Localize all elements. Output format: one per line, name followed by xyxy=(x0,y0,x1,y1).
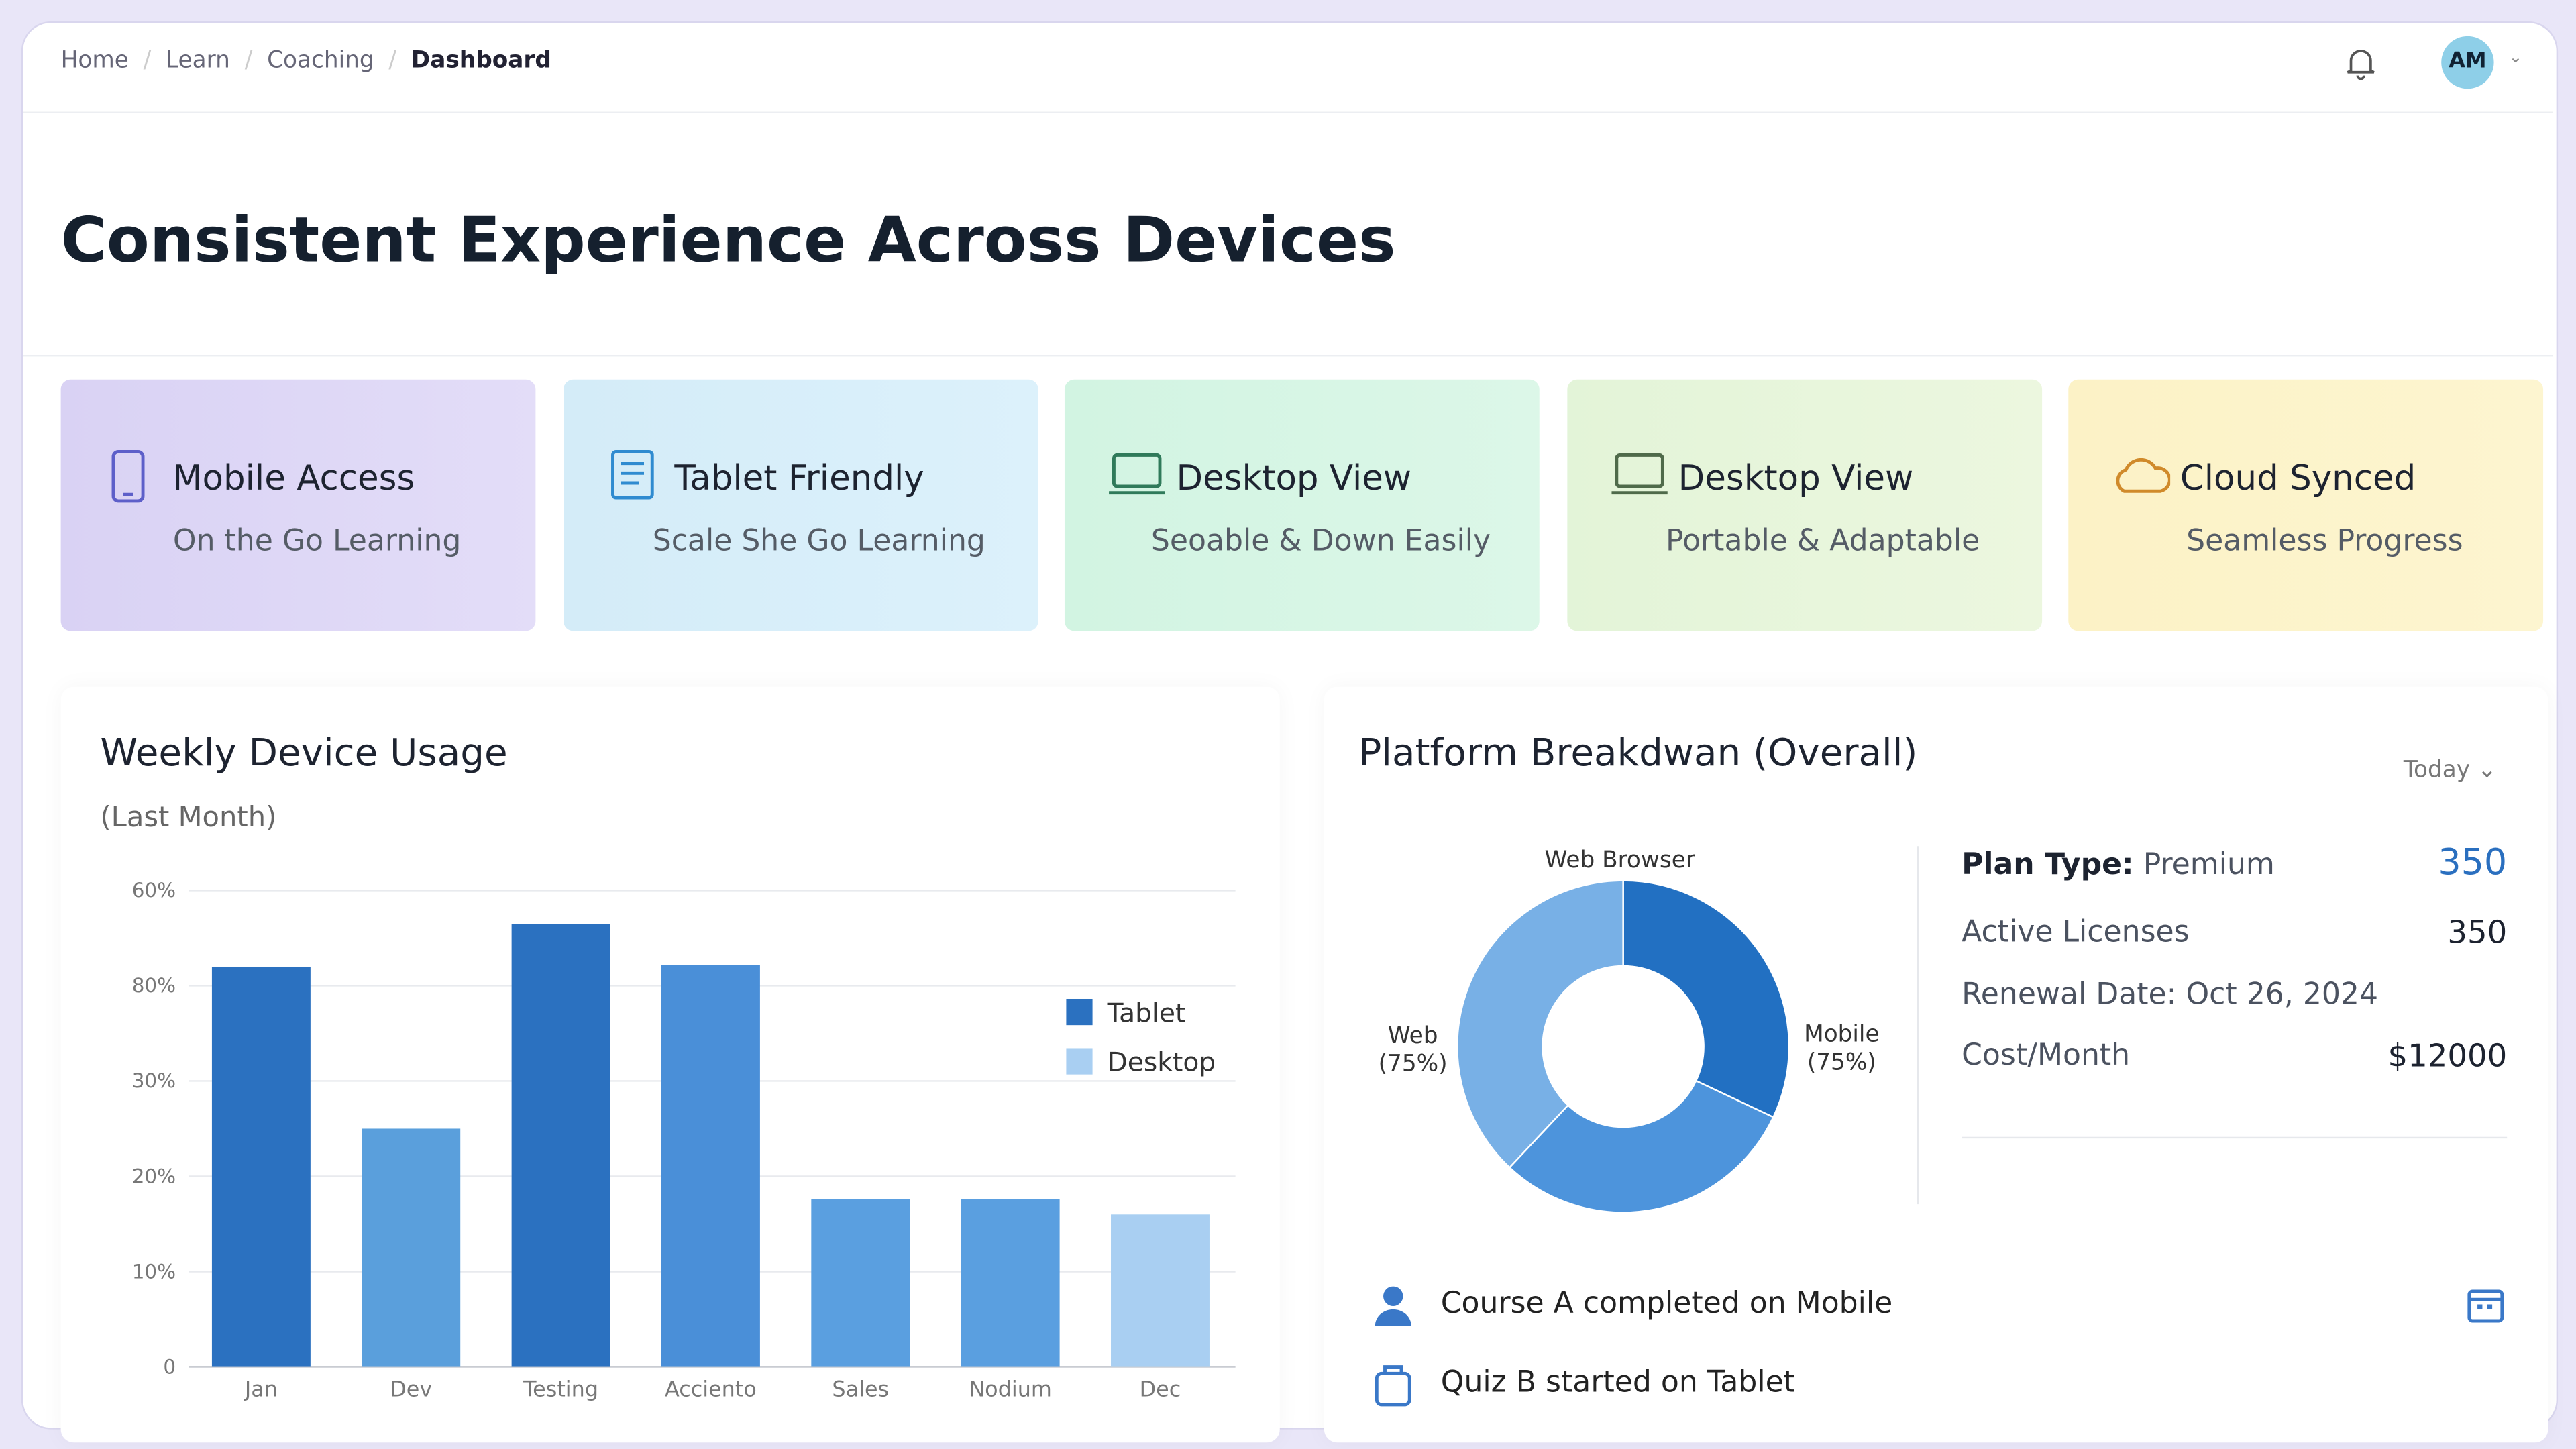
card-title: Desktop View xyxy=(1678,458,1914,498)
plan-text: Premium xyxy=(2143,847,2275,883)
y-tick-label: 30% xyxy=(132,1069,176,1092)
card-icon xyxy=(2116,458,2171,493)
chart-title: Weekly Device Usage xyxy=(100,733,508,775)
period-select[interactable]: Today ⌄ xyxy=(2403,757,2497,784)
feature-card[interactable]: Tablet Friendly Scale She Go Learning xyxy=(562,379,1038,631)
card-subtitle: Seamless Progress xyxy=(2186,524,2463,559)
card-title: Cloud Synced xyxy=(2180,458,2416,498)
donut-segment xyxy=(1508,1079,1775,1214)
x-tick-label: Dev xyxy=(390,1377,432,1402)
donut-label: Web xyxy=(1388,1022,1438,1049)
bar xyxy=(961,1199,1060,1367)
card-title: Desktop View xyxy=(1176,458,1411,498)
page-title: Consistent Experience Across Devices xyxy=(60,203,1396,276)
donut-segment xyxy=(1456,879,1624,1169)
plan-text: Renewal Date: Oct 26, 2024 xyxy=(1962,977,2379,1012)
bar xyxy=(811,1199,910,1367)
feature-card[interactable]: Desktop View Portable & Adaptable xyxy=(1566,379,2041,631)
card-title: Mobile Access xyxy=(172,458,415,498)
bar xyxy=(511,924,610,1367)
y-tick-label: 20% xyxy=(132,1165,176,1187)
card-icon xyxy=(610,450,653,500)
bar xyxy=(211,966,311,1367)
donut-label: Web Browser xyxy=(1544,847,1695,873)
legend-label: Tablet xyxy=(1107,998,1186,1028)
card-title: Tablet Friendly xyxy=(674,458,924,498)
crumb-current: Dashboard xyxy=(411,48,551,74)
card-icon xyxy=(111,450,145,503)
breadcrumb: Home / Learn / Coaching / Dashboard xyxy=(60,48,551,74)
plan-row: Cost/Month xyxy=(1962,1038,2130,1073)
donut-label: Mobile xyxy=(1804,1021,1879,1048)
card-icon xyxy=(1611,453,1667,495)
x-tick-label: Sales xyxy=(832,1377,889,1402)
divider xyxy=(1917,846,1919,1205)
y-tick-label: 80% xyxy=(132,974,176,997)
feature-card[interactable]: Desktop View Seoable & Down Easily xyxy=(1064,379,1540,631)
caret[interactable]: ⌄ xyxy=(2508,49,2523,68)
plan-value: $12000 xyxy=(2387,1038,2508,1075)
feature-card[interactable]: Mobile Access On the Go Learning xyxy=(60,379,536,631)
plan-row: Plan Type: Premium xyxy=(1962,848,2275,882)
legend-label: Desktop xyxy=(1108,1048,1216,1078)
feature-card[interactable]: Cloud Synced Seamless Progress xyxy=(2068,379,2544,631)
bar xyxy=(1111,1214,1210,1367)
card-subtitle: Portable & Adaptable xyxy=(1666,524,1980,559)
x-tick-label: Nodium xyxy=(969,1377,1052,1402)
avatar[interactable]: AM xyxy=(2441,36,2494,89)
plan-row: Renewal Date: Oct 26, 2024 xyxy=(1962,977,2378,1012)
plan-text: Cost/Month xyxy=(1962,1038,2131,1073)
plan-row: Active Licenses xyxy=(1962,915,2190,949)
activity-item: Course A completed on Mobile xyxy=(1440,1286,1893,1321)
period-label[interactable]: Today xyxy=(2403,757,2471,784)
card-subtitle: Scale She Go Learning xyxy=(652,524,985,559)
card-subtitle: On the Go Learning xyxy=(172,524,462,559)
panel-title: Platform Breakdwan (Overall) xyxy=(1358,733,1918,775)
calendar-icon[interactable] xyxy=(2466,1285,2506,1324)
card-subtitle: Seoable & Down Easily xyxy=(1150,524,1491,559)
card-icon xyxy=(1109,453,1165,495)
bar xyxy=(362,1128,461,1367)
bell-icon[interactable] xyxy=(2343,44,2379,80)
divider xyxy=(1962,1136,2508,1139)
crumb[interactable]: Coaching xyxy=(267,48,374,74)
y-tick-label: 60% xyxy=(132,879,176,902)
x-tick-label: Acciento xyxy=(665,1377,757,1402)
tablet-icon xyxy=(1375,1365,1411,1407)
activity-item: Quiz B started on Tablet xyxy=(1440,1365,1796,1400)
divider xyxy=(23,354,2553,357)
chart-subtitle: (Last Month) xyxy=(100,802,277,835)
crumb[interactable]: Home xyxy=(60,48,129,74)
x-tick-label: Testing xyxy=(523,1377,598,1402)
legend-swatch xyxy=(1066,998,1093,1026)
legend-swatch xyxy=(1066,1048,1093,1075)
user-icon xyxy=(1375,1286,1411,1326)
crumb[interactable]: Learn xyxy=(166,48,230,74)
divider xyxy=(23,111,2553,113)
bar xyxy=(661,965,760,1367)
y-tick-label: 0 xyxy=(163,1355,176,1378)
plan-label: Plan Type: xyxy=(1962,847,2134,883)
plan-text: Active Licenses xyxy=(1962,915,2190,950)
x-tick-label: Dec xyxy=(1140,1377,1181,1402)
donut-segment xyxy=(1622,879,1790,1118)
donut-label: (75%) xyxy=(1807,1049,1876,1075)
y-tick-label: 10% xyxy=(132,1260,176,1283)
plan-value: 350 xyxy=(2447,915,2508,951)
donut-label: (75%) xyxy=(1379,1051,1448,1077)
x-tick-label: Jan xyxy=(244,1377,278,1402)
plan-value: 350 xyxy=(2438,843,2508,884)
